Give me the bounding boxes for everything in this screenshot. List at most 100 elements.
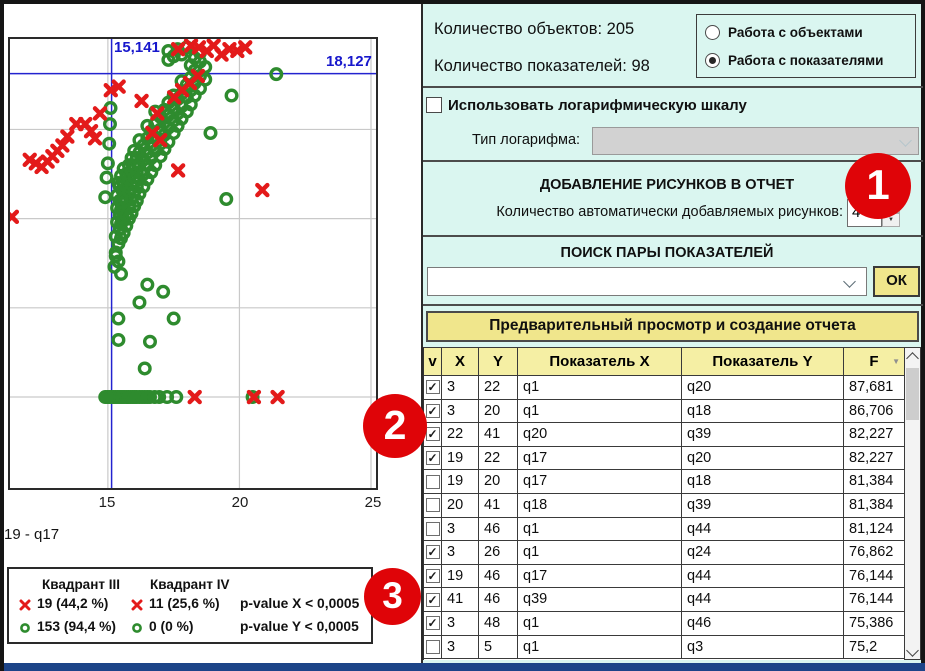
table-row[interactable]: ✓ 3 26 q1 q24 76,862 (424, 541, 921, 565)
table-row[interactable]: ✓ 22 41 q20 q39 82,227 (424, 423, 921, 447)
cell-f: 76,144 (844, 564, 905, 589)
table-row[interactable]: ✓ 19 46 q17 q44 76,144 (424, 564, 921, 589)
row-checkbox[interactable]: ✓ (425, 380, 440, 395)
cell-indicator-y: q46 (682, 611, 844, 636)
cell-f: 76,862 (844, 541, 905, 565)
table-row[interactable]: 20 41 q18 q39 81,384 (424, 493, 921, 518)
row-checkbox[interactable] (425, 521, 440, 536)
cell-x: 3 (442, 517, 479, 542)
cell-x: 3 (442, 635, 479, 660)
cell-indicator-y: q18 (682, 470, 844, 494)
legend-pvalue-y: p-value Y < 0,0005 (240, 619, 359, 634)
column-header-Показатель Y[interactable]: Показатель Y (682, 347, 844, 376)
row-checkbox[interactable]: ✓ (425, 451, 440, 466)
cell-indicator-x: q18 (518, 493, 682, 518)
x-tick-20: 20 (231, 494, 249, 511)
cell-indicator-y: q39 (682, 423, 844, 447)
cell-indicator-y: q20 (682, 376, 844, 400)
cell-y: 20 (479, 399, 518, 424)
cell-indicator-y: q44 (682, 517, 844, 542)
column-header-F[interactable]: F ▼ (844, 347, 905, 376)
row-checkbox[interactable]: ✓ (425, 616, 440, 631)
table-row[interactable]: ✓ 3 48 q1 q46 75,386 (424, 611, 921, 636)
window-bottom-edge (4, 663, 925, 671)
cell-y: 46 (479, 564, 518, 589)
row-checkbox[interactable]: ✓ (425, 592, 440, 607)
red-cross-icon (131, 599, 143, 611)
search-pair-combobox[interactable] (427, 267, 867, 296)
cell-x: 3 (442, 611, 479, 636)
cell-f: 82,227 (844, 446, 905, 471)
table-scrollbar[interactable] (904, 347, 921, 660)
cell-f: 76,144 (844, 588, 905, 612)
cell-x: 3 (442, 376, 479, 400)
log-type-dropdown[interactable] (592, 127, 919, 155)
column-header-v[interactable]: v (424, 347, 442, 376)
radio-work-with-objects[interactable]: Работа с объектами (705, 25, 863, 40)
row-checkbox[interactable] (425, 498, 440, 513)
row-checkbox[interactable]: ✓ (425, 427, 440, 442)
ok-button[interactable]: ОК (873, 266, 920, 297)
table-row[interactable]: ✓ 3 20 q1 q18 86,706 (424, 399, 921, 424)
cell-indicator-y: q39 (682, 493, 844, 518)
radio-label: Работа с объектами (728, 25, 863, 40)
cell-x: 3 (442, 541, 479, 565)
table-header-row: v X Y Показатель X Показатель Y F ▼ (424, 347, 921, 376)
cell-indicator-x: q1 (518, 399, 682, 424)
column-header-Y[interactable]: Y (479, 347, 518, 376)
row-checkbox[interactable] (425, 474, 440, 489)
indicators-count-label: Количество показателей: 98 (434, 57, 650, 75)
cell-x: 41 (442, 588, 479, 612)
row-checkbox[interactable] (425, 639, 440, 654)
table-row[interactable]: ✓ 41 46 q39 q44 76,144 (424, 588, 921, 612)
legend-q4-green-count: 0 (0 %) (149, 619, 194, 634)
cell-indicator-x: q1 (518, 635, 682, 660)
radio-work-with-indicators[interactable]: Работа с показателями (705, 53, 883, 68)
chart-region: 15,141 18,127 15 20 25 19 - q17 Квадрант… (4, 4, 421, 663)
table-row[interactable]: 3 5 q1 q3 75,2 (424, 635, 921, 660)
scrollbar-thumb[interactable] (906, 368, 919, 420)
legend-pvalue-x: p-value X < 0,0005 (240, 596, 360, 611)
pairs-table: v X Y Показатель X Показатель Y F ▼ ✓ 3 22 q1 q20 87… (423, 347, 921, 660)
log-scale-checkbox[interactable] (426, 97, 442, 113)
cell-y: 20 (479, 470, 518, 494)
table-row[interactable]: 19 20 q17 q18 81,384 (424, 470, 921, 494)
cell-indicator-x: q17 (518, 470, 682, 494)
cell-y: 46 (479, 517, 518, 542)
preview-report-button[interactable]: Предварительный просмотр и создание отче… (426, 311, 919, 342)
cell-f: 82,227 (844, 423, 905, 447)
cell-y: 48 (479, 611, 518, 636)
cell-f: 81,384 (844, 493, 905, 518)
table-row[interactable]: ✓ 19 22 q17 q20 82,227 (424, 446, 921, 471)
cell-y: 46 (479, 588, 518, 612)
column-header-Показатель X[interactable]: Показатель X (518, 347, 682, 376)
row-checkbox[interactable]: ✓ (425, 569, 440, 584)
cell-indicator-x: q20 (518, 423, 682, 447)
legend-quadrant3-header: Квадрант III (42, 577, 120, 592)
radio-label: Работа с показателями (728, 53, 884, 68)
cell-indicator-x: q1 (518, 376, 682, 400)
cell-y: 26 (479, 541, 518, 565)
radio-icon[interactable] (705, 25, 720, 40)
quadrant-legend: Квадрант III Квадрант IV 19 (44,2 %) 11 … (7, 567, 373, 644)
table-row[interactable]: ✓ 3 22 q1 q20 87,681 (424, 376, 921, 400)
column-header-X[interactable]: X (442, 347, 479, 376)
x-tick-25: 25 (364, 494, 382, 511)
cell-x: 3 (442, 399, 479, 424)
plot-title: 19 - q17 (4, 526, 60, 543)
cell-f: 81,384 (844, 470, 905, 494)
cell-indicator-y: q20 (682, 446, 844, 471)
sort-arrow-icon: ▼ (892, 357, 900, 366)
cell-f: 86,706 (844, 399, 905, 424)
table-row[interactable]: 3 46 q1 q44 81,124 (424, 517, 921, 542)
cell-f: 81,124 (844, 517, 905, 542)
green-circle-icon (132, 623, 142, 633)
cell-indicator-x: q17 (518, 446, 682, 471)
row-checkbox[interactable]: ✓ (425, 403, 440, 418)
row-checkbox[interactable]: ✓ (425, 545, 440, 560)
chevron-down-icon (843, 275, 856, 288)
scroll-down-icon[interactable] (905, 643, 920, 659)
scroll-up-icon[interactable] (905, 348, 920, 365)
radio-icon-selected[interactable] (705, 53, 720, 68)
